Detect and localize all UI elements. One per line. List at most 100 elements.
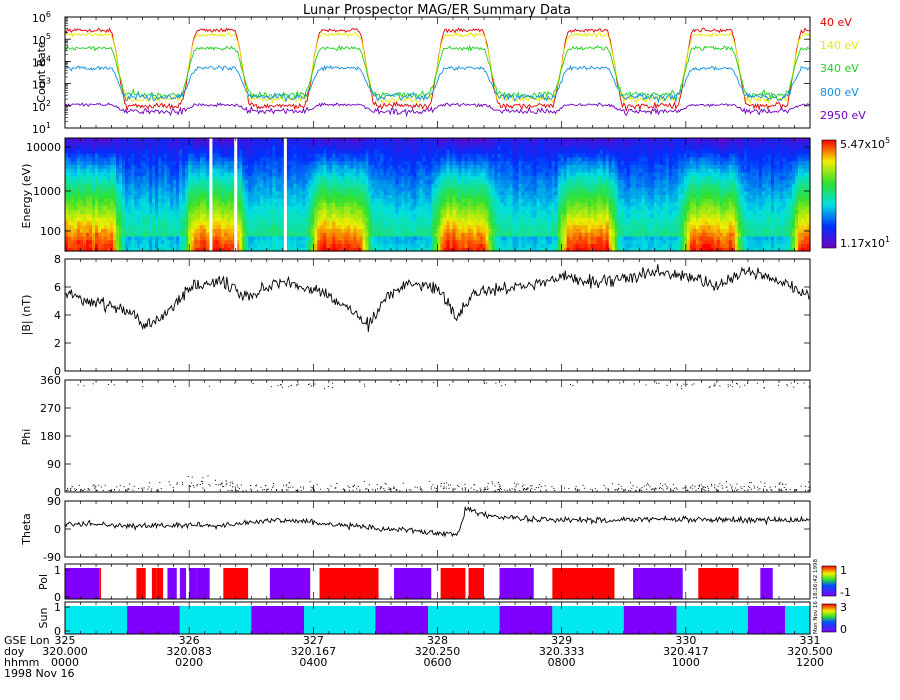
spectrogram-cell	[86, 145, 90, 150]
spectrogram-cell	[335, 153, 339, 158]
spectrogram-cell	[509, 205, 514, 211]
spectrogram-cell	[89, 194, 93, 199]
spectrogram-cell	[356, 190, 360, 196]
spectrogram-cell	[239, 160, 243, 165]
spectrogram-cell	[281, 239, 285, 245]
spectrogram-cell	[377, 171, 382, 177]
spectrogram-cell	[158, 209, 162, 214]
spectrogram-cell	[110, 153, 114, 158]
spectrogram-cell	[164, 247, 168, 252]
spectrogram-cell	[167, 224, 171, 229]
spectrogram-cell	[308, 160, 312, 165]
spectrogram-cell	[221, 247, 225, 252]
spectrogram-cell	[323, 235, 327, 241]
spectrogram-cell	[197, 145, 201, 150]
spectrogram-cell	[215, 243, 219, 248]
spectrogram-cell	[434, 243, 439, 248]
spectrogram-cell	[287, 138, 291, 143]
spectrogram-cell	[290, 149, 294, 154]
spectrogram-cell	[308, 171, 312, 177]
spectrogram-cell	[314, 138, 318, 143]
spectrogram-cell	[203, 149, 207, 154]
spectrogram-cell	[80, 179, 84, 184]
spectrogram-cell	[65, 149, 69, 154]
spectrogram-cell	[488, 145, 493, 150]
spectrogram-cell	[179, 243, 183, 248]
spectrogram-cell	[503, 149, 508, 154]
spectrogram-cell	[263, 175, 267, 181]
spectrogram-cell	[215, 198, 219, 203]
spectrogram-cell	[278, 179, 282, 184]
spectrogram-cell	[218, 145, 222, 150]
spectrogram-cell	[89, 239, 93, 245]
spectrogram-cell	[326, 156, 330, 162]
spectrogram-cell	[350, 156, 354, 162]
spectrogram-cell	[344, 153, 348, 158]
spectrogram-cell	[221, 168, 225, 173]
spectrogram-cell	[191, 198, 195, 203]
spectrogram-cell	[404, 153, 409, 158]
spectrogram-cell	[329, 235, 333, 241]
spectrogram-cell	[410, 220, 415, 226]
spectrogram-cell	[95, 145, 99, 150]
spectrogram-cell	[458, 186, 463, 192]
spectrogram-cell	[113, 217, 117, 222]
spectrogram-cell	[380, 194, 385, 199]
spectrogram-cell	[293, 156, 297, 162]
spectrogram-cell	[188, 235, 192, 241]
spectrogram-cell	[134, 205, 138, 211]
spectrogram-cell	[494, 186, 499, 192]
spectrogram-cell	[524, 171, 529, 177]
spectrogram-cell	[443, 228, 448, 233]
spectrogram-cell	[500, 209, 505, 214]
spectrogram-cell	[278, 228, 282, 233]
spectrogram-cell	[77, 186, 81, 192]
spectrogram-cell	[227, 205, 231, 211]
spectrogram-cell	[293, 239, 297, 245]
spectrogram-cell	[167, 168, 171, 173]
spectrogram-cell	[185, 138, 189, 143]
spectrogram-cell	[155, 232, 159, 237]
spectrogram-cell	[398, 160, 403, 165]
spectrogram-cell	[164, 202, 168, 207]
spectrogram-cell	[371, 228, 376, 233]
spectrogram-cell	[176, 160, 180, 165]
spectrogram-cell	[308, 164, 312, 169]
spectrogram-cell	[149, 239, 153, 245]
spectrogram-cell	[410, 228, 415, 233]
spectrogram-cell	[512, 213, 517, 218]
spectrogram-cell	[179, 205, 183, 211]
spectrogram-cell	[512, 160, 517, 165]
spectrogram-cell	[428, 202, 433, 207]
spectrogram-cell	[416, 217, 421, 222]
spectrogram-cell	[308, 141, 312, 147]
spectrogram-cell	[320, 175, 324, 181]
spectrogram-cell	[356, 209, 360, 214]
spectrogram-cell	[332, 202, 336, 207]
spectrogram-cell	[125, 171, 129, 177]
spectrogram-cell	[539, 168, 544, 173]
spectrogram-cell	[473, 153, 478, 158]
spectrogram-cell	[515, 217, 520, 222]
spectrogram-cell	[362, 156, 366, 162]
spectrogram-cell	[524, 202, 529, 207]
spectrogram-cell	[488, 213, 493, 218]
spectrogram-cell	[221, 183, 225, 188]
spectrogram-cell	[542, 217, 547, 222]
spectrogram-cell	[116, 153, 120, 158]
spectrogram-cell	[326, 175, 330, 181]
spectrogram-cell	[248, 186, 252, 192]
spectrogram-cell	[434, 141, 439, 147]
spectrogram-cell	[551, 198, 556, 203]
spectrogram-cell	[530, 164, 535, 169]
spectrogram-cell	[191, 179, 195, 184]
spectrogram-cell	[428, 235, 433, 241]
spectrogram-cell	[329, 205, 333, 211]
spectrogram-cell	[443, 171, 448, 177]
spectrogram-cell	[401, 183, 406, 188]
spectrogram-cell	[257, 183, 261, 188]
spectrogram-cell	[551, 239, 556, 245]
spectrogram-cell	[272, 145, 276, 150]
spectrogram-cell	[167, 213, 171, 218]
spectrogram-cell	[554, 141, 559, 147]
